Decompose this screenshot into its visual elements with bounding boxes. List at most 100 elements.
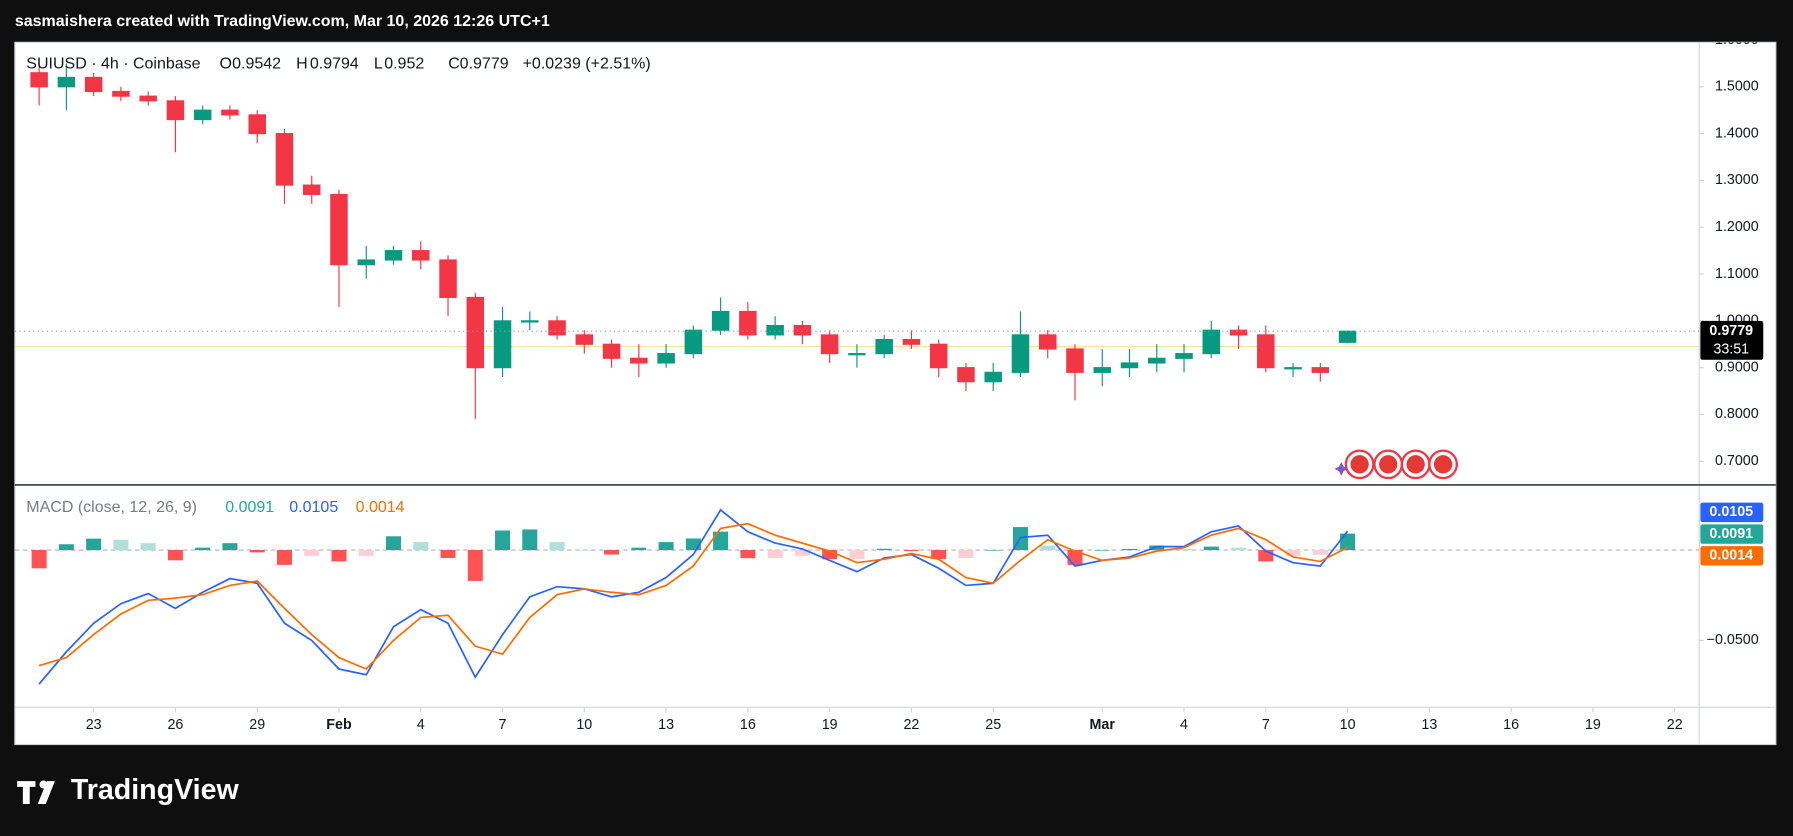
overlay: SUIUSD · 4h · Coinbase O 0.9542 H 0.9794…: [26, 55, 1764, 566]
chart-frame: [14, 41, 1777, 746]
x-tick-label: 16: [740, 717, 756, 733]
candle-body: [357, 259, 375, 266]
histogram-bar: [1312, 550, 1328, 555]
x-tick-label: 10: [1340, 717, 1356, 733]
histogram-bar: [58, 544, 74, 551]
x-tick-label: 4: [417, 717, 425, 733]
histogram-bar: [86, 538, 102, 551]
histogram-bar: [931, 550, 947, 560]
histogram-bar: [1094, 550, 1110, 551]
candle-body: [275, 133, 294, 186]
candle-body: [57, 76, 76, 88]
ohlc-label: C: [448, 55, 460, 72]
histogram-bar: [304, 550, 320, 556]
sparkle-icon: [1334, 462, 1349, 476]
histogram-bar: [740, 550, 756, 559]
histogram-bar: [685, 538, 701, 551]
candle-body: [1038, 334, 1057, 350]
event-flag-inner: [1406, 455, 1425, 474]
x-tick-label: 19: [1585, 717, 1601, 733]
histogram-bar: [1285, 550, 1301, 556]
brand: TradingView: [71, 774, 240, 806]
histogram-bar: [631, 547, 647, 551]
y-tick-label: 1.2000: [1715, 219, 1759, 235]
logo-dot: [39, 780, 48, 789]
y-tick-label: 1.1000: [1715, 266, 1759, 282]
candle-body: [929, 343, 948, 369]
histogram-bar: [440, 550, 456, 558]
histogram-bar: [467, 550, 483, 581]
x-tick-label: 4: [1180, 717, 1188, 733]
x-tick-label: 22: [1667, 717, 1683, 733]
candle-body: [684, 329, 703, 355]
histogram-bar: [358, 550, 374, 556]
event-flag-inner: [1350, 455, 1369, 474]
candle-body: [957, 367, 975, 383]
candle-body: [766, 324, 784, 336]
candle-body: [575, 334, 594, 345]
histogram-bar: [794, 550, 810, 556]
histogram-bar: [849, 550, 865, 560]
histogram-bar: [495, 530, 511, 551]
x-tick-label: 22: [903, 717, 919, 733]
candle-body: [793, 324, 812, 336]
brand-logo: TradingView: [17, 774, 239, 806]
candle-body: [1066, 348, 1084, 373]
candle-body: [1120, 362, 1139, 369]
candle-body: [1284, 367, 1302, 370]
candle-body: [439, 259, 457, 299]
symbol-title: SUIUSD · 4h · Coinbase: [26, 55, 200, 72]
histogram-bar: [522, 529, 538, 551]
histogram-bar: [767, 550, 783, 558]
y-tick-label: 0.9000: [1715, 359, 1759, 375]
y-tick-label: 1.4000: [1715, 125, 1759, 141]
macd-line: [38, 522, 1348, 671]
candle-body: [193, 109, 212, 121]
histogram-bar: [549, 542, 565, 551]
value-tag: [1700, 502, 1764, 523]
macd-signal-value: 0.0014: [356, 499, 405, 516]
y-tick-label: −0.0500: [1707, 632, 1759, 648]
value-tag-label: 0.0105: [1709, 504, 1753, 520]
histogram-bar: [1122, 548, 1138, 551]
macd-hist-value: 0.0091: [225, 499, 274, 516]
histogram-bar: [576, 550, 592, 551]
x-tick-label: 16: [1503, 717, 1519, 733]
candle-body: [1311, 367, 1330, 373]
y-tick-label: 1.5000: [1715, 79, 1759, 95]
countdown: 33:51: [1713, 341, 1749, 357]
candle-body: [657, 353, 675, 364]
x-tick-label: 26: [167, 717, 183, 733]
x-tick-label: 10: [576, 717, 592, 733]
candle-body: [820, 334, 839, 355]
price-pane: [14, 63, 1700, 420]
change-value: +0.0239 (+2.51%): [523, 55, 651, 72]
ohlc-label: O: [220, 55, 232, 72]
candle-body: [848, 353, 866, 356]
value-tag: [1700, 524, 1764, 544]
y-tick-label: 1.6000: [1715, 32, 1759, 48]
candle-body: [166, 100, 185, 121]
candle-body: [384, 250, 403, 261]
candle-body: [1338, 330, 1357, 343]
y-tick-label: 0.7000: [1715, 453, 1759, 469]
event-icons: [1334, 449, 1458, 480]
histogram-bar: [331, 550, 347, 562]
candle-body: [1175, 353, 1193, 359]
last-price-tag: [1700, 320, 1764, 360]
candle-body: [902, 339, 921, 345]
candle-body: [1011, 334, 1030, 373]
histogram-bar: [985, 550, 1001, 551]
candle-body: [493, 320, 512, 369]
x-tick-label: 7: [1262, 717, 1270, 733]
price-axis: 0.70000.80000.90001.00001.10001.20001.30…: [1699, 32, 1759, 469]
candle-body: [302, 184, 321, 196]
y-tick-label: 1.3000: [1715, 172, 1759, 188]
histogram-bar: [113, 539, 129, 551]
histogram-bar: [413, 542, 429, 551]
ohlc-label: L: [374, 55, 383, 72]
candle-body: [630, 357, 648, 364]
histogram-bar: [958, 550, 974, 558]
histogram-bar: [167, 550, 183, 561]
x-tick-label: 29: [249, 717, 265, 733]
